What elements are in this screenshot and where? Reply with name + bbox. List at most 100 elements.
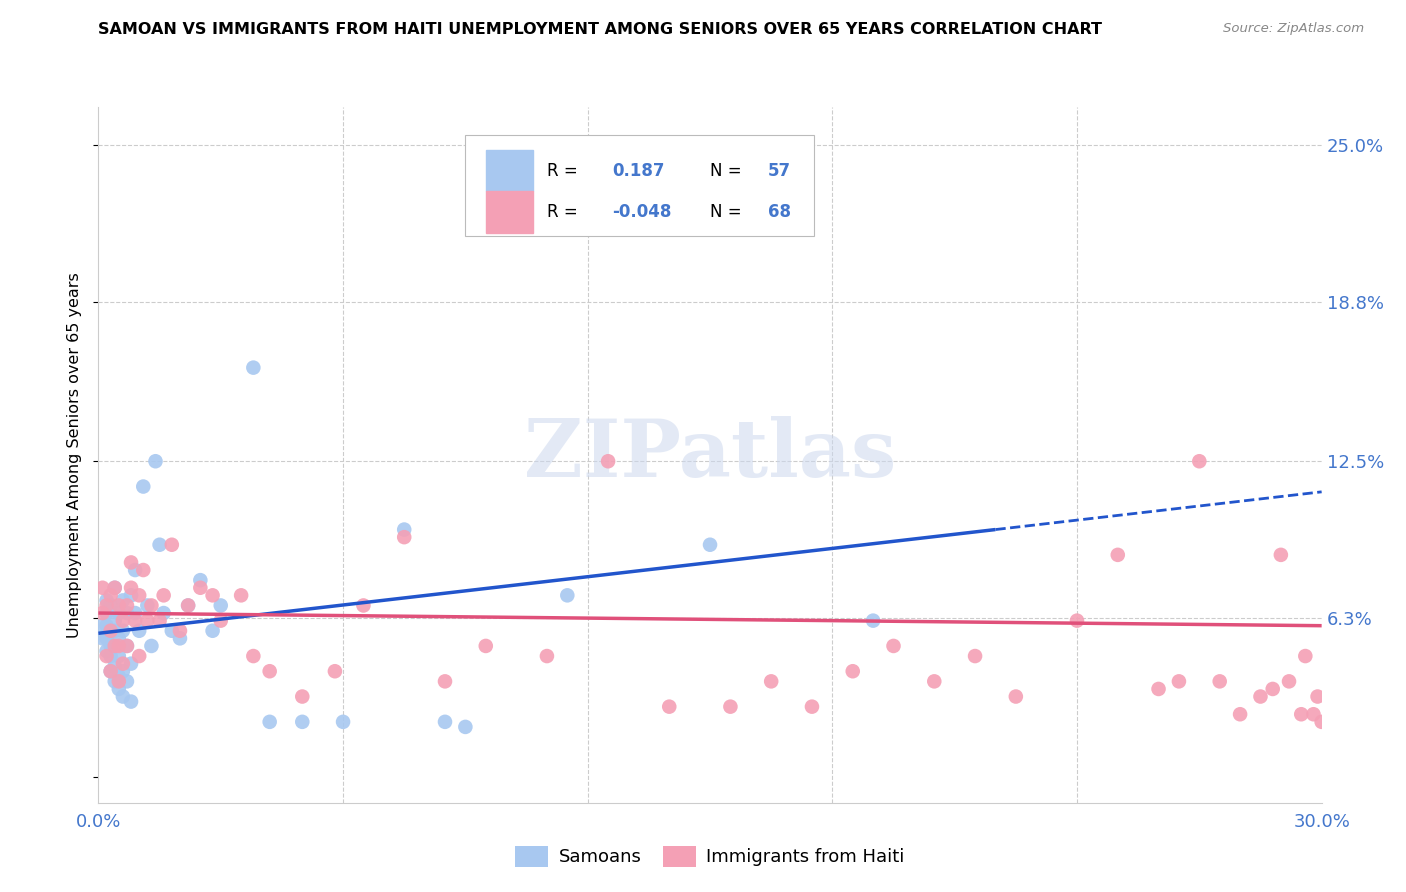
Point [1302,707,1324,722]
Point [862,614,884,628]
Point [124,563,146,577]
Point [291,690,314,704]
Point [201,624,224,638]
Point [801,699,824,714]
Point [883,639,905,653]
Point [392,523,416,537]
Point [259,714,281,729]
Point [111,614,134,628]
Point [111,593,134,607]
Point [1066,614,1088,628]
Point [922,674,945,689]
Text: -0.048: -0.048 [612,202,672,221]
Point [111,624,134,638]
Point [108,648,131,663]
Point [209,599,232,613]
Point [169,624,191,638]
Point [115,674,138,689]
Text: SAMOAN VS IMMIGRANTS FROM HAITI UNEMPLOYMENT AMONG SENIORS OVER 65 YEARS CORRELA: SAMOAN VS IMMIGRANTS FROM HAITI UNEMPLOY… [98,22,1102,37]
Point [169,632,191,646]
Point [108,669,131,683]
Point [96,644,118,658]
Point [177,599,200,613]
Point [108,599,131,613]
Legend: Samoans, Immigrants from Haiti: Samoans, Immigrants from Haiti [508,838,912,874]
Point [104,614,127,628]
Point [132,563,155,577]
Point [120,581,142,595]
Point [104,639,127,653]
Point [160,624,183,638]
Point [141,639,163,653]
Point [96,618,118,632]
Point [699,538,721,552]
Point [291,714,314,729]
Point [1291,707,1313,722]
Point [100,648,122,663]
Point [124,614,146,628]
Point [120,695,142,709]
Point [132,479,155,493]
Point [104,659,127,673]
Y-axis label: Unemployment Among Seniors over 65 years: Unemployment Among Seniors over 65 years [67,272,83,638]
Point [104,581,127,595]
Point [152,588,174,602]
Point [100,665,122,679]
Point [115,639,138,653]
Point [115,639,138,653]
Point [96,606,118,620]
Point [1306,690,1329,704]
Point [108,606,131,620]
Text: N =: N = [710,161,741,179]
Point [557,588,579,602]
Point [352,599,374,613]
Point [120,556,142,570]
Point [111,690,134,704]
Point [100,588,122,602]
Point [120,588,142,602]
Point [1209,674,1232,689]
FancyBboxPatch shape [465,135,814,235]
Point [965,648,987,663]
Point [658,699,681,714]
Point [96,599,118,613]
Point [392,530,416,544]
Point [1261,681,1284,696]
Point [96,648,118,663]
Point [128,648,150,663]
Point [96,593,118,607]
Point [434,714,457,729]
Point [598,454,620,468]
Point [141,599,163,613]
Point [1188,454,1211,468]
Point [231,588,253,602]
Point [1310,714,1333,729]
Point [536,648,558,663]
Point [1167,674,1189,689]
Point [104,581,127,595]
Point [152,606,174,620]
Point [120,657,142,671]
Point [474,639,498,653]
Point [111,665,134,679]
Point [209,614,232,628]
Text: 68: 68 [768,202,790,221]
Point [91,632,114,646]
Point [201,588,224,602]
Point [104,674,127,689]
Point [242,360,264,375]
Point [136,614,159,628]
Point [108,674,131,689]
Point [145,454,167,468]
Point [104,624,127,638]
Point [108,639,131,653]
Point [115,599,138,613]
Point [434,674,457,689]
Point [454,720,477,734]
Point [128,588,150,602]
Point [1278,674,1301,689]
Bar [486,150,533,192]
Point [841,665,863,679]
Point [100,599,122,613]
Point [149,538,172,552]
